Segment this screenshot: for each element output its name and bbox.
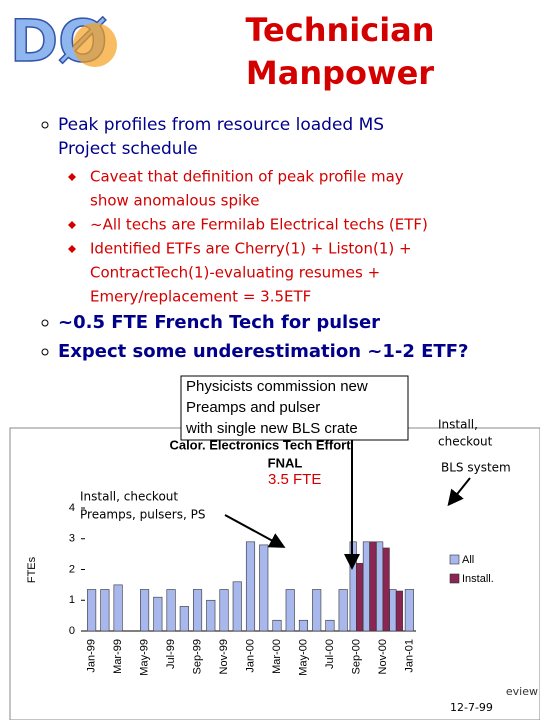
bar [245,541,256,632]
arrow [447,477,471,507]
sub-bullet-text: ContractTech(1)-evaluating resumes + [90,264,380,282]
x-tick-label: Mar-99 [112,639,124,674]
chart: Calor. Electronics Tech Effort FNAL FTEs… [26,437,494,675]
bar [259,544,269,632]
bar [404,589,414,632]
bar [389,589,397,632]
x-tick-label: Jul-00 [324,639,336,669]
callout: Physicists commission new [186,378,368,395]
legend-label: All [462,554,474,566]
chart-subtitle: FNAL [268,455,303,470]
callout: Install, checkout [80,490,178,504]
bar [298,619,309,632]
bar [113,584,123,632]
bar [219,589,229,632]
callout: Preamps, pulsers, PS [80,508,205,522]
bar [362,541,370,632]
bar [232,581,242,632]
callout: checkout [438,435,493,449]
x-tick-label: Jan-99 [86,639,98,673]
bar [140,589,150,632]
y-tick-label: 4 [69,502,75,514]
fte-note: 3.5 FTE [268,471,321,488]
x-tick-label: Mar-00 [271,639,283,674]
bullet-dot [41,319,49,327]
bar [312,589,322,632]
x-tick-label: Sep-00 [350,639,362,674]
bar [338,589,348,632]
bar [206,599,216,632]
chart-title: Calor. Electronics Tech Effort [169,437,351,452]
title: Manpower [246,54,434,92]
legend-label: Install. [462,573,494,585]
callout: BLS system [441,461,511,475]
callout: Install, [438,418,478,432]
callout: Preamps and pulser [186,399,320,416]
x-tick-label: Sep-99 [191,639,203,674]
bar [166,589,176,632]
y-tick-label: 1 [69,594,75,606]
arrow [224,514,286,548]
legend-swatch [449,573,460,584]
x-tick-label: Nov-00 [377,639,389,674]
bar [272,619,282,632]
bullet-text: Project schedule [58,139,198,159]
bar [179,606,189,632]
bullet-text: ~0.5 FTE French Tech for pulser [58,312,380,333]
footer: eview [506,685,538,698]
y-tick-label: 0 [69,625,75,637]
bar [356,563,364,632]
bar [349,541,357,632]
callout-box [180,375,409,441]
bar [325,619,335,632]
sub-bullet-text: Caveat that definition of peak profile m… [90,168,404,186]
bar [100,589,110,632]
y-label: FTEs [26,556,38,583]
sub-bullet [68,173,76,181]
bar [87,589,97,632]
x-tick-label: May-00 [297,639,309,676]
bar [192,589,203,632]
bar [153,596,163,632]
callout: with single new BLS crate [185,420,358,437]
bullet-dot [41,121,49,129]
x-tick-label: Jan-01 [403,639,415,673]
sub-bullet-text: Identified ETFs are Cherry(1) + Liston(1… [90,240,412,258]
bar [382,547,390,632]
sub-bullet [68,245,76,253]
y-tick-label: 2 [69,563,75,575]
footer-date: 12-7-99 [450,701,493,714]
sub-bullet-text: Emery/replacement = 3.5ETF [90,288,311,306]
x-tick-label: Jan-00 [244,639,256,673]
sub-bullet-text: ~All techs are Fermilab Electrical techs… [90,216,428,234]
legend-swatch [449,554,460,565]
bar [285,589,295,632]
bullet-text: Peak profiles from resource loaded MS [58,115,384,135]
bullet-text: Expect some underestimation ~1-2 ETF? [58,341,468,362]
bullet-dot [41,348,49,356]
bar [395,590,403,632]
x-tick-label: Jul-99 [165,639,177,669]
sub-bullet-text: show anomalous spike [90,192,260,210]
x-tick-label: Nov-99 [218,639,230,674]
y-tick-label: 3 [69,533,75,545]
sub-bullet [68,221,76,229]
title: Technician [245,11,434,49]
bar [369,541,377,632]
bar [376,541,384,632]
logo-glow [73,23,117,67]
bullets: Peak profiles from resource loaded MS Pro… [41,115,468,362]
x-tick-label: May-99 [138,639,150,676]
